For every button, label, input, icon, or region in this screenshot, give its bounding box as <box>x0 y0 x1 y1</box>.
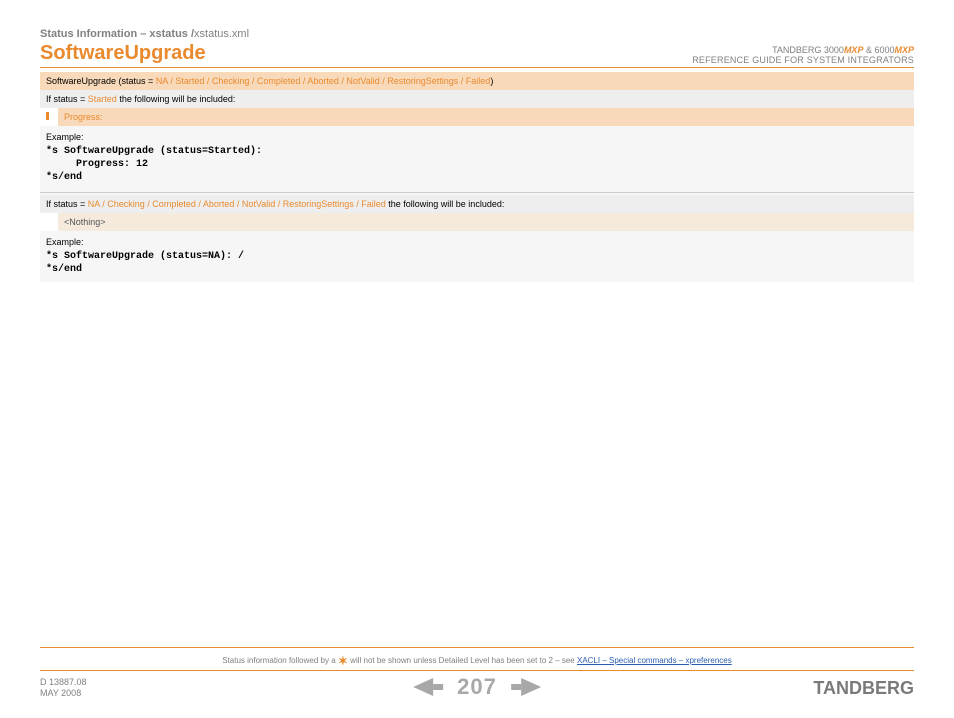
status-prefix: SoftwareUpgrade (status = <box>46 76 156 86</box>
example-code-1: *s SoftwareUpgrade (status=Started): Pro… <box>46 145 908 190</box>
product-a: TANDBERG 3000 <box>772 45 844 55</box>
header-right: TANDBERG 3000MXP & 6000MXP REFERENCE GUI… <box>692 45 914 65</box>
arrow-right-stem <box>511 684 521 690</box>
header-left: Status Information – xstatus /xstatus.xm… <box>40 28 249 65</box>
if-other-band: If status = NA / Checking / Completed / … <box>40 195 914 213</box>
product-b: & 6000 <box>863 45 894 55</box>
progress-band: Progress: <box>40 108 914 126</box>
example-label-2: Example: <box>46 231 908 250</box>
nothing-band: <Nothing> <box>40 213 914 231</box>
nothing-label: <Nothing> <box>58 213 914 231</box>
footnote-link[interactable]: XACLI – Special commands – xpreferences <box>577 656 732 665</box>
arrow-left-icon <box>413 678 433 696</box>
if1-value: Started <box>88 94 117 104</box>
footnote-before: Status information followed by a <box>222 656 338 665</box>
footnote-after: will not be shown unless Detailed Level … <box>350 656 577 665</box>
content-area: SoftwareUpgrade (status = NA / Started /… <box>40 72 914 282</box>
arrow-left-stem <box>433 684 443 690</box>
page-number: 207 <box>457 674 497 700</box>
divider-1 <box>40 192 914 193</box>
footnote-bar: Status information followed by a ✶ will … <box>40 647 914 671</box>
page-footer: Status information followed by a ✶ will … <box>40 647 914 700</box>
status-definition-band: SoftwareUpgrade (status = NA / Started /… <box>40 72 914 90</box>
product-line: TANDBERG 3000MXP & 6000MXP <box>692 45 914 55</box>
pager: 207 <box>413 674 541 700</box>
breadcrumb-prefix: Status Information – xstatus / <box>40 28 194 40</box>
arrow-right-icon <box>521 678 541 696</box>
mxp-1: MXP <box>844 45 864 55</box>
page-header: Status Information – xstatus /xstatus.xm… <box>40 28 914 68</box>
footnote: Status information followed by a ✶ will … <box>222 656 731 665</box>
brand-logo: TANDBERG <box>813 678 914 699</box>
star-icon: ✶ <box>338 654 348 668</box>
if2-suffix: the following will be included: <box>386 199 505 209</box>
indent-marker <box>40 108 58 126</box>
mxp-2: MXP <box>894 45 914 55</box>
breadcrumb: Status Information – xstatus /xstatus.xm… <box>40 28 249 40</box>
prev-page-button[interactable] <box>413 678 443 696</box>
doc-date: MAY 2008 <box>40 688 87 700</box>
next-page-button[interactable] <box>511 678 541 696</box>
if-started-band: If status = Started the following will b… <box>40 90 914 108</box>
breadcrumb-file: xstatus.xml <box>194 28 249 40</box>
if1-suffix: the following will be included: <box>117 94 236 104</box>
example-label-1: Example: <box>46 126 908 145</box>
doc-id: D 13887.08 <box>40 677 87 689</box>
indent-spacer <box>40 213 58 231</box>
footer-row: D 13887.08 MAY 2008 207 TANDBERG <box>40 677 914 700</box>
status-suffix: ) <box>490 76 493 86</box>
progress-label: Progress: <box>58 108 914 126</box>
page-title: SoftwareUpgrade <box>40 42 249 65</box>
if1-prefix: If status = <box>46 94 88 104</box>
if2-prefix: If status = <box>46 199 88 209</box>
if2-value: NA / Checking / Completed / Aborted / No… <box>88 199 386 209</box>
example-code-2: *s SoftwareUpgrade (status=NA): / *s/end <box>46 250 908 282</box>
guide-subtitle: REFERENCE GUIDE FOR SYSTEM INTEGRATORS <box>692 55 914 65</box>
status-values: NA / Started / Checking / Completed / Ab… <box>156 76 491 86</box>
doc-info: D 13887.08 MAY 2008 <box>40 677 87 700</box>
